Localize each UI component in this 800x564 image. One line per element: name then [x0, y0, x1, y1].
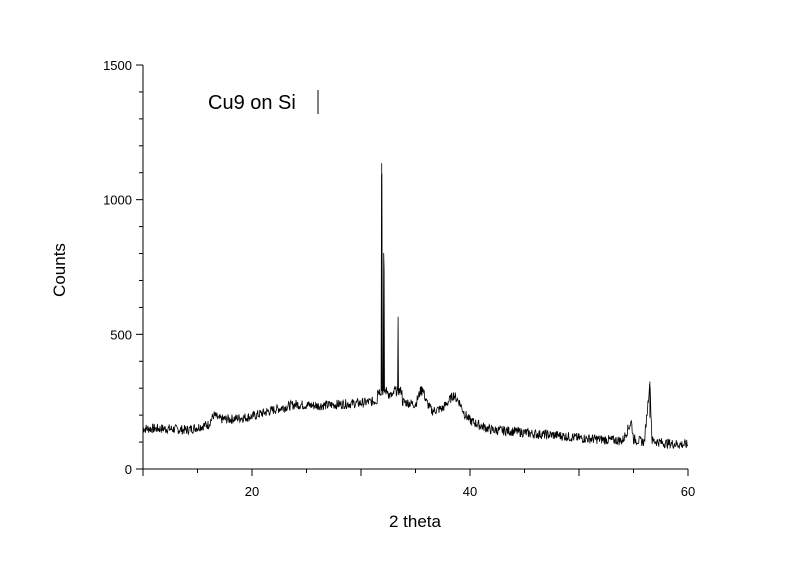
x-tick-label: 20: [245, 484, 259, 499]
y-tick-label: 1500: [103, 58, 132, 73]
y-axis-label: Counts: [50, 243, 69, 297]
axes: [142, 65, 688, 470]
x-tick-label: 60: [681, 484, 695, 499]
y-tick-label: 1000: [103, 193, 132, 208]
series-line: [142, 163, 689, 450]
tick-labels: 20 40 60 0 500 1000 1500: [103, 58, 695, 499]
chart-annotation: Cu9 on Si: [208, 92, 296, 114]
x-axis-label: 2 theta: [389, 512, 442, 531]
y-tick-label: 500: [110, 327, 132, 342]
y-tick-label: 0: [125, 462, 132, 477]
x-tick-label: 40: [463, 484, 477, 499]
ticks: [136, 64, 689, 476]
